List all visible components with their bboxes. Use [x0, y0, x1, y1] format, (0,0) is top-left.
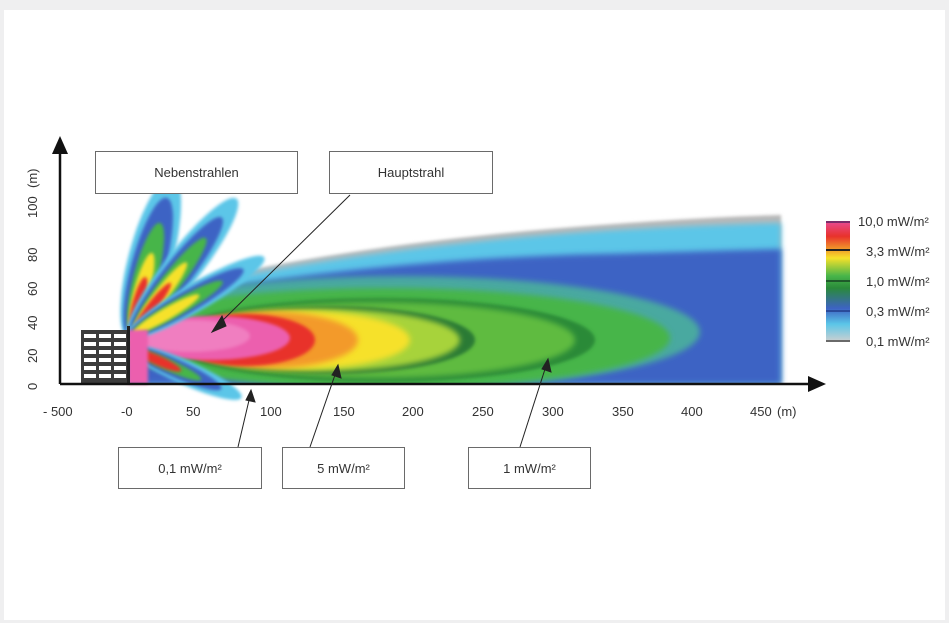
x-tick: 250 [472, 404, 494, 419]
callout-1: 1 mW/m² [468, 447, 591, 489]
callout-leaders [210, 194, 552, 448]
legend-entry: 10,0 mW/m² [858, 214, 929, 229]
axes [52, 136, 826, 392]
legend-entry: 1,0 mW/m² [866, 274, 930, 289]
callout-hauptstrahl: Hauptstrahl [329, 151, 493, 194]
legend-entry: 0,1 mW/m² [866, 334, 930, 349]
legend-colorbar [826, 221, 850, 342]
main-beam [128, 215, 781, 384]
y-tick: 20 [25, 348, 40, 363]
x-tick: 300 [542, 404, 564, 419]
legend-entry: 3,3 mW/m² [866, 244, 930, 259]
y-tick: 40 [25, 315, 40, 330]
x-tick: - 500 [43, 404, 73, 419]
x-tick: 400 [681, 404, 703, 419]
x-tick: -0 [121, 404, 133, 419]
legend-entry: 0,3 mW/m² [866, 304, 930, 319]
x-tick: 50 [186, 404, 201, 419]
side-lobes [120, 176, 265, 400]
y-tick: 100 [25, 196, 40, 218]
x-tick: 350 [612, 404, 634, 419]
callout-5: 5 mW/m² [282, 447, 405, 489]
x-tick: 200 [402, 404, 424, 419]
y-tick: 60 [25, 281, 40, 296]
x-tick: 450 [750, 404, 772, 419]
building-icon [81, 326, 130, 384]
x-tick: 100 [260, 404, 282, 419]
callout-0-1: 0,1 mW/m² [118, 447, 262, 489]
x-tick: 150 [333, 404, 355, 419]
y-tick: 0 [25, 382, 40, 390]
x-axis-unit: (m) [777, 404, 797, 419]
y-tick: 80 [25, 247, 40, 262]
callout-nebenstrahlen: Nebenstrahlen [95, 151, 298, 194]
y-axis-unit: (m) [25, 168, 40, 189]
